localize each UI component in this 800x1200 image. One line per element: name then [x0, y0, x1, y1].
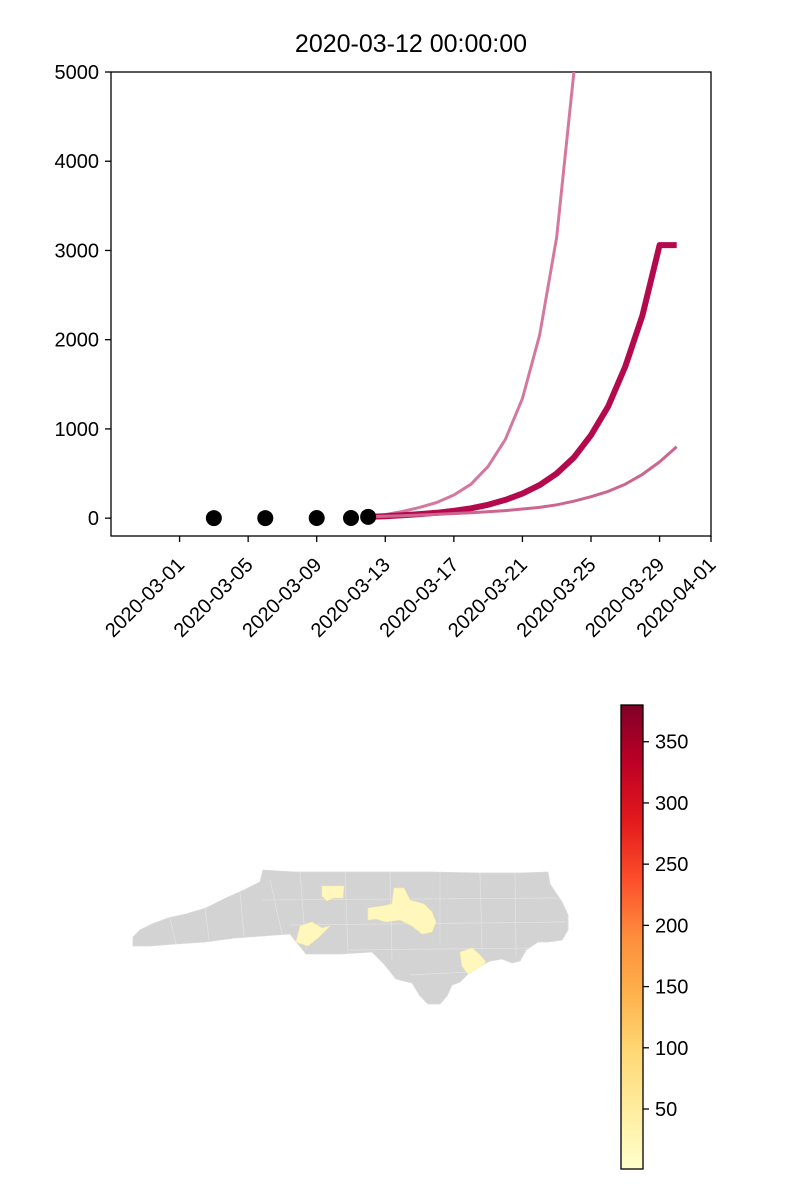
- observed-point: [360, 508, 377, 525]
- series-layer: [367, 72, 678, 520]
- observed-points: [205, 508, 377, 527]
- county-wake-durham-chatham: [367, 887, 437, 935]
- colorbar-tick-label: 300: [655, 793, 688, 815]
- y-tick-label: 4000: [55, 151, 100, 173]
- series-line-projection-central: [367, 242, 677, 520]
- colorbar-tick-label: 100: [655, 1038, 688, 1060]
- series-line-projection-upper: [367, 72, 576, 519]
- county-forsyth: [321, 885, 345, 902]
- series-line-projection-lower: [368, 445, 678, 519]
- chart-title: 2020-03-12 00:00:00: [295, 30, 527, 58]
- colorbar-tick-label: 350: [655, 732, 688, 754]
- y-tick-label: 0: [88, 508, 99, 530]
- colorbar-gradient: [620, 704, 644, 1170]
- colorbar: 50 100 150 200 250 300 350: [620, 704, 688, 1170]
- colorbar-tick-label: 250: [655, 854, 688, 876]
- y-tick-label: 3000: [55, 240, 100, 262]
- observed-point: [257, 510, 274, 527]
- shaded-counties: [295, 885, 487, 975]
- nc-map: [132, 869, 569, 1005]
- y-tick-label: 5000: [55, 62, 100, 84]
- nc-state-shape: [132, 869, 569, 1005]
- colorbar-tick-label: 50: [655, 1099, 677, 1121]
- county-mecklenburg: [295, 921, 331, 947]
- line-chart: 2020-03-12 00:00:00 0 1000 2000 3000 4000 500…: [55, 30, 721, 642]
- x-axis: 2020-03-012020-03-052020-03-092020-03-13…: [101, 536, 721, 642]
- plot-frame: [110, 71, 712, 537]
- y-axis: 0 1000 2000 3000 4000 5000: [55, 62, 111, 530]
- y-tick-label: 2000: [55, 330, 100, 352]
- observed-point: [343, 509, 359, 526]
- y-tick-label: 1000: [55, 419, 100, 441]
- observed-point: [205, 510, 222, 527]
- colorbar-ticks: 50 100 150 200 250 300 350: [643, 732, 688, 1121]
- observed-point: [308, 509, 325, 526]
- county-onslow: [459, 947, 487, 975]
- colorbar-tick-label: 200: [655, 915, 688, 937]
- colorbar-tick-label: 150: [655, 977, 688, 999]
